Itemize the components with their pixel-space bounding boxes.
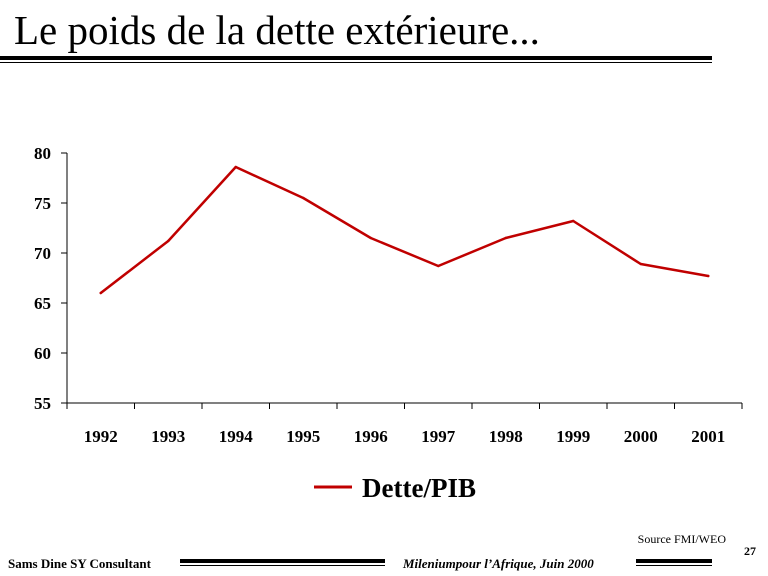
data-point-1998 (504, 236, 507, 240)
data-point-2000 (639, 262, 642, 266)
data-point-1997 (437, 264, 440, 268)
x-tick-label-1994: 1994 (219, 427, 254, 446)
footer-rule-left-thick (180, 559, 385, 563)
title-underline-thick (0, 56, 712, 60)
data-point-1992 (99, 291, 102, 295)
data-point-1996 (369, 236, 372, 240)
slide-title: Le poids de la dette extérieure... (14, 7, 540, 53)
x-tick-label-1992: 1992 (84, 427, 118, 446)
series-line-0 (99, 165, 710, 295)
x-tick-label-1996: 1996 (354, 427, 388, 446)
footer-rule-left-thin (180, 565, 385, 566)
data-point-1994 (234, 165, 237, 169)
page-number: 27 (744, 544, 756, 558)
y-tick-label-65: 65 (34, 294, 51, 313)
footer-event: Mileniumpour l’Afrique, Juin 2000 (403, 556, 594, 571)
y-tick-label-80: 80 (34, 144, 51, 163)
x-tick-label-1993: 1993 (151, 427, 185, 446)
y-tick-label-70: 70 (34, 244, 51, 263)
x-tick-label-1999: 1999 (556, 427, 590, 446)
x-tick-label-2001: 2001 (691, 427, 725, 446)
data-point-1993 (167, 239, 170, 243)
x-tick-label-1998: 1998 (489, 427, 523, 446)
data-point-2001 (707, 274, 710, 278)
footer-author: Sams Dine SY Consultant (8, 556, 151, 571)
footer-rule-right-thin (636, 565, 712, 566)
x-tick-label-1995: 1995 (286, 427, 320, 446)
y-tick-label-60: 60 (34, 344, 51, 363)
footer-rule-right-thick (636, 559, 712, 563)
title-underline-thin (0, 62, 712, 63)
legend-label-0: Dette/PIB (362, 473, 476, 503)
x-tick-label-2000: 2000 (624, 427, 658, 446)
y-tick-label-75: 75 (34, 194, 51, 213)
data-point-1999 (572, 219, 575, 223)
y-tick-label-55: 55 (34, 394, 51, 413)
data-point-1995 (302, 196, 305, 200)
source-note: Source FMI/WEO (637, 532, 726, 546)
x-tick-label-1997: 1997 (421, 427, 456, 446)
